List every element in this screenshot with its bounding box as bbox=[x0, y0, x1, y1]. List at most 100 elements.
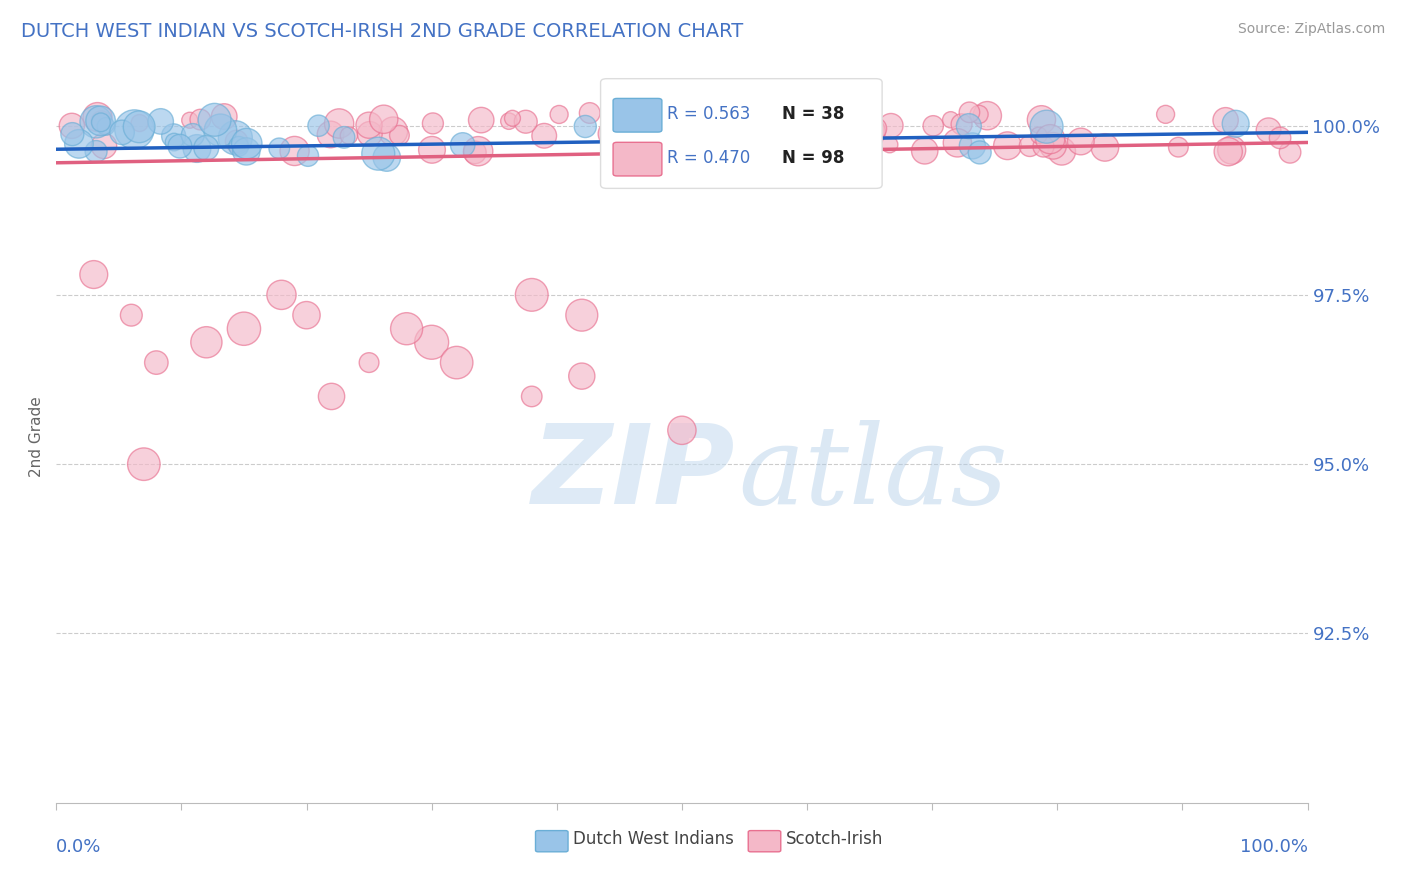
Point bbox=[1039, 132, 1062, 146]
Point bbox=[823, 111, 845, 125]
Point bbox=[84, 145, 107, 159]
Text: DUTCH WEST INDIAN VS SCOTCH-IRISH 2ND GRADE CORRELATION CHART: DUTCH WEST INDIAN VS SCOTCH-IRISH 2ND GR… bbox=[21, 22, 744, 41]
Text: R = 0.470: R = 0.470 bbox=[666, 149, 751, 167]
Point bbox=[67, 136, 90, 151]
Point bbox=[627, 139, 650, 153]
Point bbox=[60, 119, 83, 133]
Point bbox=[747, 123, 769, 137]
Point bbox=[308, 119, 330, 133]
Point bbox=[162, 128, 184, 143]
Point bbox=[880, 119, 903, 133]
Point bbox=[395, 322, 418, 336]
Point bbox=[470, 113, 492, 128]
Point bbox=[1268, 131, 1291, 145]
Text: R = 0.563: R = 0.563 bbox=[666, 104, 751, 123]
Point bbox=[515, 114, 537, 128]
Point bbox=[838, 120, 860, 135]
Point bbox=[1070, 135, 1092, 149]
Point bbox=[224, 130, 246, 145]
Point bbox=[501, 112, 523, 126]
Point bbox=[967, 107, 990, 121]
Point bbox=[939, 112, 962, 127]
Point bbox=[269, 141, 291, 155]
Point bbox=[195, 335, 218, 350]
Point bbox=[90, 113, 112, 128]
Point bbox=[375, 151, 398, 165]
Point bbox=[270, 288, 292, 302]
Point bbox=[209, 123, 232, 137]
Point bbox=[811, 143, 834, 157]
Point bbox=[997, 138, 1019, 153]
Point bbox=[794, 110, 817, 124]
Point bbox=[790, 138, 813, 153]
Text: N = 38: N = 38 bbox=[782, 104, 845, 123]
Point bbox=[671, 423, 693, 437]
Point bbox=[90, 114, 112, 128]
Point bbox=[295, 308, 318, 322]
Point bbox=[696, 136, 718, 151]
Point bbox=[359, 127, 381, 141]
Point bbox=[169, 139, 191, 153]
Point bbox=[1279, 145, 1302, 160]
Point bbox=[914, 144, 936, 158]
Point bbox=[120, 308, 142, 322]
Point bbox=[464, 145, 486, 160]
Point bbox=[233, 322, 256, 336]
Point bbox=[373, 112, 395, 127]
Point bbox=[225, 135, 247, 149]
Point bbox=[662, 140, 685, 154]
Point bbox=[212, 110, 235, 124]
FancyBboxPatch shape bbox=[613, 143, 662, 176]
Point bbox=[132, 457, 155, 471]
Point bbox=[357, 118, 380, 132]
Point bbox=[1257, 123, 1279, 137]
Point bbox=[1018, 139, 1040, 153]
Point bbox=[957, 119, 980, 133]
Point bbox=[181, 128, 204, 142]
Point bbox=[195, 141, 218, 155]
Point bbox=[1042, 138, 1064, 153]
Point bbox=[851, 144, 873, 158]
Point bbox=[321, 389, 343, 403]
Point bbox=[657, 113, 679, 128]
Point bbox=[640, 131, 662, 145]
Point bbox=[520, 389, 543, 403]
Point bbox=[124, 122, 146, 136]
Point bbox=[186, 141, 208, 155]
Point bbox=[188, 112, 211, 127]
Y-axis label: 2nd Grade: 2nd Grade bbox=[30, 397, 45, 477]
Point bbox=[571, 308, 593, 322]
Text: 0.0%: 0.0% bbox=[56, 838, 101, 856]
Point bbox=[236, 136, 259, 151]
Point bbox=[1028, 128, 1050, 143]
Point bbox=[548, 107, 571, 121]
FancyBboxPatch shape bbox=[600, 78, 882, 188]
Point bbox=[957, 105, 980, 120]
Point bbox=[862, 124, 884, 138]
Point bbox=[93, 139, 115, 153]
Point bbox=[297, 149, 319, 163]
Point bbox=[498, 114, 520, 128]
Point bbox=[128, 116, 150, 130]
Point bbox=[149, 114, 172, 128]
FancyBboxPatch shape bbox=[536, 830, 568, 852]
Point bbox=[94, 120, 117, 134]
Point bbox=[1032, 139, 1054, 153]
Point bbox=[337, 128, 360, 143]
Point bbox=[382, 124, 405, 138]
Point bbox=[228, 139, 250, 153]
Point bbox=[1225, 117, 1247, 131]
Point bbox=[83, 268, 105, 282]
Point bbox=[179, 113, 201, 128]
Point bbox=[128, 120, 150, 134]
Point bbox=[235, 145, 257, 159]
Point bbox=[60, 127, 83, 141]
Point bbox=[1218, 145, 1240, 159]
Point bbox=[520, 288, 543, 302]
Point bbox=[1050, 145, 1073, 159]
Point bbox=[574, 120, 596, 134]
Point bbox=[783, 128, 806, 142]
Point bbox=[817, 136, 839, 151]
Point bbox=[879, 137, 901, 152]
Point bbox=[782, 124, 804, 138]
